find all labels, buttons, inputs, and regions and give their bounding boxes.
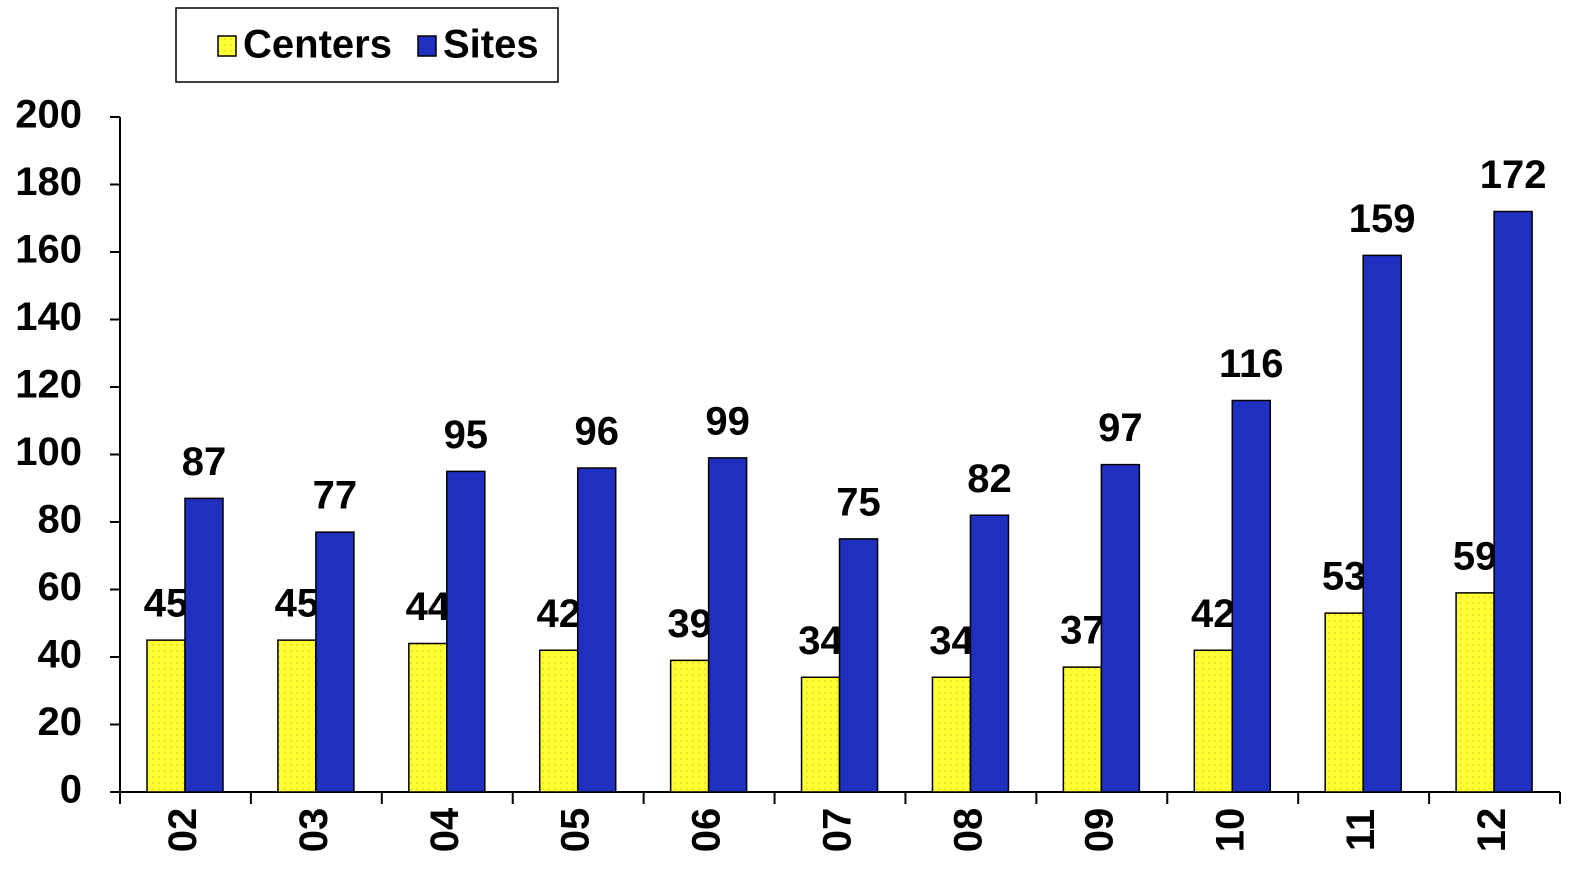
bar (1455, 592, 1495, 793)
value-label: 44 (406, 585, 451, 629)
y-tick-label: 20 (38, 700, 83, 744)
value-label: 172 (1480, 153, 1547, 197)
bar (969, 514, 1010, 793)
value-label: 45 (275, 582, 320, 626)
x-tick-label: 10 (1208, 808, 1252, 853)
bar (1231, 399, 1272, 793)
bar (315, 531, 355, 793)
value-label: 87 (182, 440, 227, 484)
x-tick-label: 09 (1077, 808, 1121, 853)
value-label: 37 (1060, 609, 1105, 653)
bar (1324, 612, 1364, 793)
value-label: 53 (1322, 555, 1367, 599)
bar (1493, 210, 1533, 793)
bar (931, 676, 972, 793)
legend-label: Centers (243, 23, 392, 67)
bar (838, 538, 879, 793)
value-label: 99 (705, 399, 750, 443)
value-label: 59 (1453, 534, 1498, 578)
y-tick-label: 0 (60, 768, 82, 812)
bar (1062, 666, 1103, 793)
value-label: 77 (313, 474, 358, 518)
legend-swatch (417, 35, 437, 57)
x-tick-label: 11 (1339, 809, 1383, 851)
x-tick-label: 03 (292, 808, 336, 853)
value-label: 96 (574, 410, 619, 454)
value-label: 95 (444, 413, 489, 457)
y-tick-label: 60 (38, 565, 83, 609)
value-label: 45 (144, 582, 189, 626)
bar (538, 649, 579, 793)
bar (800, 676, 841, 793)
x-tick-label: 06 (685, 808, 729, 853)
x-tick-label: 12 (1470, 808, 1514, 853)
value-label: 42 (1191, 592, 1236, 636)
value-label: 42 (536, 592, 581, 636)
value-label: 39 (667, 602, 712, 646)
x-tick-label: 08 (946, 808, 990, 853)
bar (669, 659, 710, 793)
y-tick-label: 80 (38, 498, 83, 542)
value-label: 116 (1219, 342, 1284, 386)
bar (446, 470, 486, 793)
y-tick-label: 120 (15, 363, 82, 407)
legend-label: Sites (443, 23, 539, 67)
x-tick-label: 05 (554, 808, 598, 853)
y-tick-label: 100 (15, 430, 82, 474)
value-label: 159 (1349, 197, 1416, 241)
x-tick-label: 07 (816, 808, 860, 853)
bar (707, 457, 748, 793)
bar (408, 642, 448, 793)
bar (1362, 254, 1402, 793)
x-tick-label: 02 (161, 808, 205, 853)
x-tick-label: 04 (423, 807, 467, 852)
bar (576, 467, 617, 793)
value-label: 75 (836, 480, 881, 524)
bar (146, 639, 186, 793)
y-tick-label: 140 (15, 295, 82, 339)
y-tick-label: 180 (15, 160, 82, 204)
bar (1193, 649, 1234, 793)
bar (184, 497, 224, 793)
y-tick-label: 160 (15, 228, 82, 272)
value-label: 82 (967, 457, 1012, 501)
value-label: 34 (798, 619, 843, 663)
value-label: 97 (1098, 406, 1143, 450)
legend-swatch (217, 35, 237, 57)
bar (277, 639, 317, 793)
value-label: 34 (929, 619, 974, 663)
y-tick-label: 200 (15, 93, 82, 137)
legend-box (175, 7, 559, 83)
y-tick-label: 40 (38, 633, 83, 677)
bar (1100, 463, 1141, 793)
